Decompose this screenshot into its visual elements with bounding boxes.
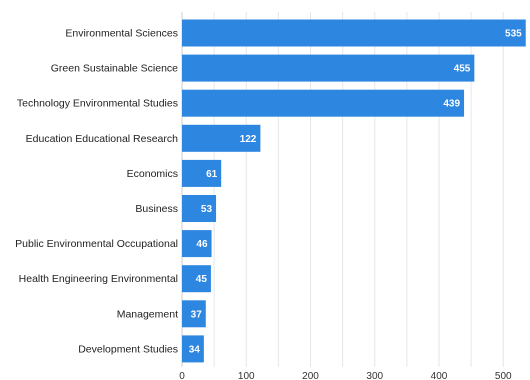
x-tick-label: 400 [431,371,448,380]
bar [182,54,475,82]
bar [182,335,204,363]
chart-bars [182,19,526,363]
bar [182,230,212,258]
value-axis: 0 100 200 300 400 500 [179,371,512,380]
data-label: 34 [189,344,201,355]
x-tick-label: 200 [302,371,319,380]
category-label: Economics [127,168,178,180]
x-tick-label: 0 [179,371,185,380]
data-label: 37 [191,309,203,320]
bar [182,195,217,222]
category-label: Health Engineering Environmental [19,273,178,285]
data-label: 53 [201,204,213,215]
category-label: Development Studies [78,343,178,355]
category-label: Environmental Sciences [65,28,178,40]
bar [182,265,211,293]
x-tick-label: 100 [238,371,255,380]
category-axis: Environmental Sciences Green Sustainable … [15,28,178,356]
category-label: Technology Environmental Studies [17,98,178,110]
bar [182,300,206,328]
category-label: Business [135,203,178,215]
category-label: Public Environmental Occupational [15,238,178,250]
data-label: 122 [240,134,257,145]
x-tick-label: 500 [495,371,512,380]
bar [182,159,222,187]
bar [182,124,261,152]
data-label: 46 [196,239,208,250]
category-label: Green Sustainable Science [51,63,178,75]
data-label: 535 [505,29,522,40]
data-label: 45 [196,274,208,285]
data-label: 439 [443,99,460,110]
x-tick-label: 300 [366,371,383,380]
category-label: Management [117,308,178,320]
data-label: 61 [206,169,218,180]
bar [182,89,465,117]
data-labels: 535 455 439 122 61 53 46 45 37 34 [189,29,522,356]
category-label: Education Educational Research [26,133,179,145]
bar [182,19,526,47]
data-label: 455 [454,64,471,75]
